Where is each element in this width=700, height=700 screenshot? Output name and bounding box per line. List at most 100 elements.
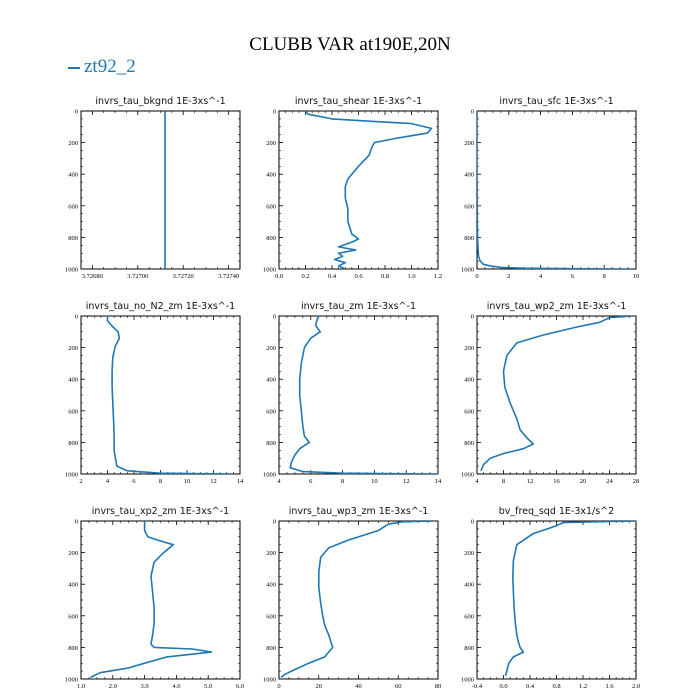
x-tick-label: 1.0 — [77, 683, 85, 690]
y-tick-label: 800 — [464, 235, 474, 242]
x-tick-label: 1.6 — [605, 683, 614, 690]
y-tick-label: 800 — [266, 645, 276, 652]
x-tick-label: 12 — [403, 478, 410, 485]
plot-frame — [80, 110, 241, 270]
legend-label: zt92_2 — [84, 56, 136, 77]
x-tick-label: 1.2 — [434, 273, 442, 280]
series-line — [480, 316, 633, 472]
x-tick-label: -0.4 — [472, 683, 483, 690]
plot-frame — [80, 520, 241, 680]
subplot-2: invrs_tau_shear 1E-3xs^-1 0.0 0.2 0.4 0.6 0.8… — [263, 96, 442, 280]
y-tick-label: 400 — [464, 172, 474, 179]
x-tick-label: 2.0 — [109, 683, 117, 690]
subplot-8: invrs_tau_wp3_zm 1E-3xs^-10 20 40 60 8002004… — [263, 506, 441, 690]
subplot-title: bv_freq_sqd 1E-3x1/s^2 — [499, 506, 614, 517]
x-tick-label: 20 — [580, 478, 587, 485]
x-tick-label: 10 — [184, 478, 191, 485]
series-line — [90, 521, 213, 679]
y-tick-label: 1000 — [461, 677, 474, 684]
y-tick-label: 800 — [464, 645, 474, 652]
y-tick-label: 600 — [68, 408, 78, 415]
x-tick-label: 28 — [633, 478, 640, 485]
y-tick-label: 0 — [273, 109, 276, 116]
y-tick-label: 400 — [464, 582, 474, 589]
x-tick-label: 0 — [475, 273, 478, 280]
x-tick-label: 12 — [210, 478, 217, 485]
series-line — [504, 521, 636, 677]
y-tick-label: 800 — [266, 440, 276, 447]
x-tick-label: 3.72680 — [82, 273, 103, 280]
y-tick-label: 800 — [68, 645, 78, 652]
y-tick-label: 0 — [471, 519, 474, 526]
y-tick-label: 0 — [273, 519, 276, 526]
y-tick-label: 600 — [68, 203, 78, 210]
x-tick-label: 3.72720 — [173, 273, 194, 280]
y-tick-label: 800 — [68, 235, 78, 242]
x-tick-label: 4.0 — [172, 683, 180, 690]
x-tick-label: 24 — [606, 478, 613, 485]
y-tick-label: 200 — [464, 345, 474, 352]
legend: zt92_2 — [68, 56, 136, 78]
x-tick-label: 60 — [395, 683, 402, 690]
x-tick-label: 8 — [341, 478, 344, 485]
y-tick-label: 1000 — [65, 472, 78, 479]
plot-frame — [476, 110, 637, 270]
x-tick-label: 0.6 — [354, 273, 363, 280]
subplot-title: invrs_tau_sfc 1E-3xs^-1 — [499, 96, 613, 107]
y-tick-label: 600 — [464, 203, 474, 210]
y-tick-label: 400 — [464, 377, 474, 384]
x-tick-label: 8 — [502, 478, 505, 485]
x-tick-label: 20 — [316, 683, 323, 690]
series-line — [477, 111, 633, 269]
y-tick-label: 1000 — [263, 267, 276, 274]
subplot-title: invrs_tau_bkgnd 1E-3xs^-1 — [95, 96, 225, 107]
y-tick-label: 0 — [75, 109, 78, 116]
y-tick-label: 200 — [68, 345, 78, 352]
y-tick-label: 400 — [68, 377, 78, 384]
subplot-title: invrs_tau_wp2_zm 1E-3xs^-1 — [487, 301, 627, 312]
x-tick-label: 14 — [237, 478, 244, 485]
y-tick-label: 400 — [266, 582, 276, 589]
subplot-title: invrs_tau_zm 1E-3xs^-1 — [301, 301, 416, 312]
y-tick-label: 200 — [266, 345, 276, 352]
y-tick-label: 400 — [68, 172, 78, 179]
x-tick-label: 6 — [309, 478, 313, 485]
plot-frame — [476, 520, 637, 680]
x-tick-label: 6 — [132, 478, 136, 485]
y-tick-label: 1000 — [65, 677, 78, 684]
x-tick-label: 4 — [475, 478, 479, 485]
x-tick-label: 0 — [277, 683, 280, 690]
subplot-4: invrs_tau_no_N2_zm 1E-3xs^-1 2 4 6 8 10 12 14 0 2… — [65, 301, 244, 485]
y-tick-label: 0 — [471, 314, 474, 321]
y-tick-label: 400 — [266, 377, 276, 384]
y-tick-label: 0 — [273, 314, 276, 321]
x-tick-label: 3.72700 — [127, 273, 148, 280]
y-tick-label: 1000 — [65, 267, 78, 274]
y-tick-label: 600 — [464, 613, 474, 620]
x-tick-label: 0.4 — [526, 683, 535, 690]
y-tick-label: 200 — [464, 140, 474, 147]
x-tick-label: 16 — [553, 478, 560, 485]
subplot-7: invrs_tau_xp2_zm 1E-3xs^-1 1.0 2.0 3.0 4.0 5.… — [65, 506, 244, 690]
x-tick-label: 1.2 — [579, 683, 587, 690]
series-line — [280, 521, 435, 679]
series-line — [106, 316, 234, 474]
x-tick-label: 2.0 — [632, 683, 640, 690]
y-tick-label: 600 — [266, 203, 276, 210]
y-tick-label: 0 — [75, 314, 78, 321]
subplot-title: invrs_tau_no_N2_zm 1E-3xs^-1 — [86, 301, 235, 312]
subplot-1: invrs_tau_bkgnd 1E-3xs^-1 3.72680 3.72700 3… — [65, 96, 241, 280]
subplot-6: invrs_tau_wp2_zm 1E-3xs^-1 4 8 12 16 20 24 28 0 2… — [461, 301, 639, 485]
x-tick-label: 10 — [633, 273, 640, 280]
plot-frame — [278, 315, 439, 475]
x-tick-label: 2 — [79, 478, 82, 485]
x-tick-label: 40 — [355, 683, 362, 690]
x-tick-label: 4 — [106, 478, 110, 485]
x-tick-label: 12 — [527, 478, 534, 485]
x-tick-label: 0.0 — [275, 273, 283, 280]
x-tick-label: 0.4 — [328, 273, 337, 280]
x-tick-label: 0.8 — [381, 273, 389, 280]
legend-line-swatch — [68, 66, 80, 69]
plot-frame — [278, 520, 439, 680]
